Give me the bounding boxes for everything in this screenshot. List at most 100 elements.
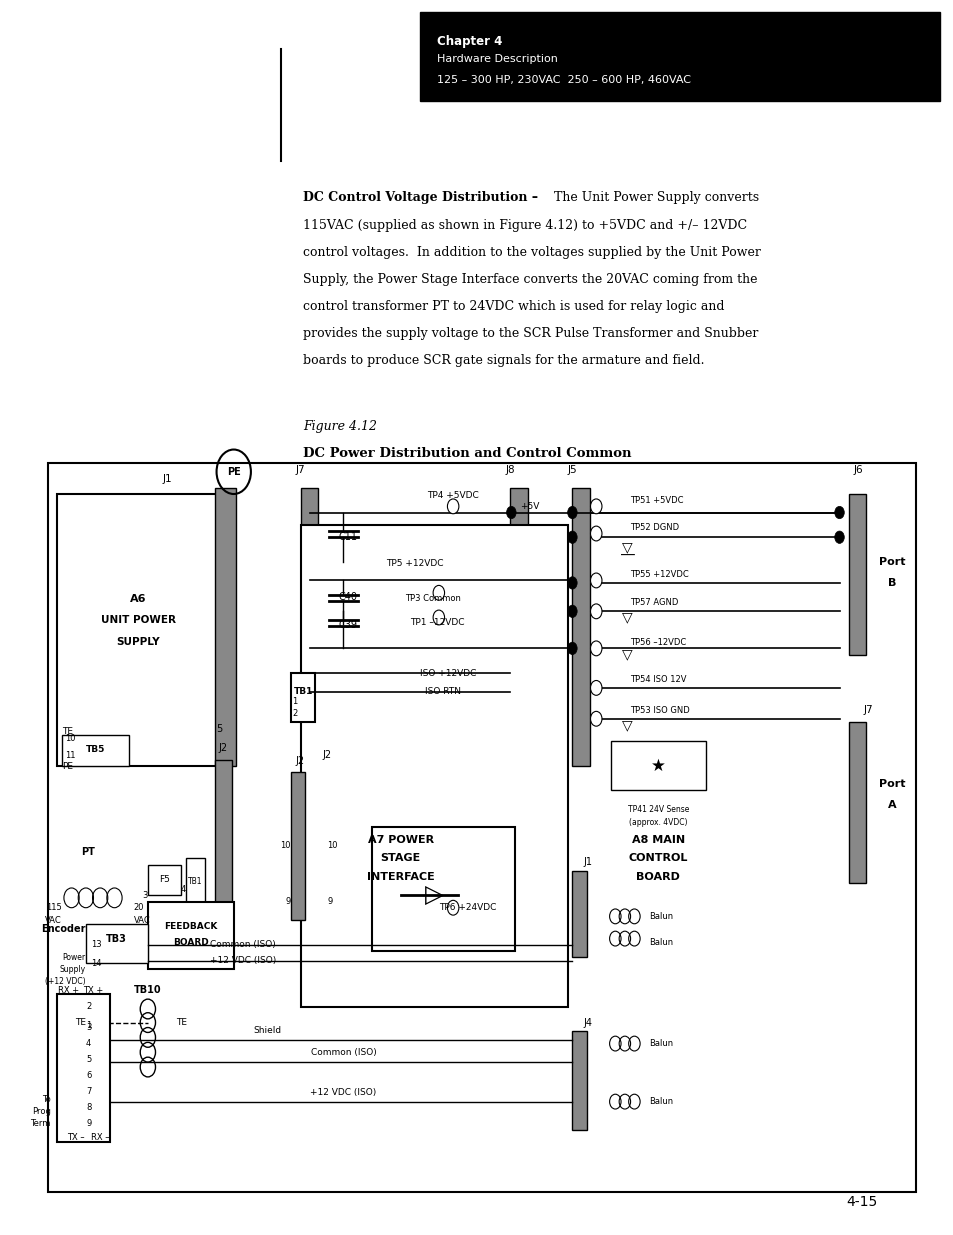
Text: +5V: +5V xyxy=(519,501,538,511)
Bar xyxy=(300,525,567,1007)
Bar xyxy=(148,902,233,969)
Text: J2: J2 xyxy=(218,743,228,753)
Text: J4: J4 xyxy=(583,1018,592,1028)
Circle shape xyxy=(567,577,577,589)
Text: Shield: Shield xyxy=(253,1026,281,1035)
Bar xyxy=(572,488,589,766)
Text: 1: 1 xyxy=(86,1020,91,1030)
Text: TX +: TX + xyxy=(83,986,104,995)
Text: 115: 115 xyxy=(46,903,62,913)
Text: ―: ― xyxy=(620,548,634,563)
Text: Common (ISO): Common (ISO) xyxy=(210,940,275,950)
Text: FEEDBACK: FEEDBACK xyxy=(164,921,217,931)
Bar xyxy=(510,488,527,729)
Text: (+12 VDC): (+12 VDC) xyxy=(45,977,86,987)
Text: J5: J5 xyxy=(567,466,577,475)
Text: 9: 9 xyxy=(86,1119,91,1129)
Text: TP52 DGND: TP52 DGND xyxy=(629,522,678,532)
Circle shape xyxy=(590,526,601,541)
Text: B: B xyxy=(887,578,895,588)
Text: Port: Port xyxy=(878,557,904,567)
Text: 3: 3 xyxy=(142,890,148,900)
Text: control voltages.  In addition to the voltages supplied by the Unit Power: control voltages. In addition to the vol… xyxy=(303,246,760,259)
Text: Term: Term xyxy=(30,1119,51,1129)
Text: ★: ★ xyxy=(650,757,665,774)
Text: DC Power Distribution and Control Common: DC Power Distribution and Control Common xyxy=(303,447,631,461)
Text: PT: PT xyxy=(81,847,94,857)
Text: SUPPLY: SUPPLY xyxy=(116,637,160,647)
Text: 4-15: 4-15 xyxy=(845,1194,877,1209)
Text: 6: 6 xyxy=(86,1071,91,1081)
Text: 10: 10 xyxy=(327,841,337,851)
Text: Figure 4.12: Figure 4.12 xyxy=(303,420,377,433)
Text: STAGE: STAGE xyxy=(380,853,420,863)
Text: UNIT POWER: UNIT POWER xyxy=(101,615,175,625)
Text: 13: 13 xyxy=(91,940,101,950)
Text: TP6 +24VDC: TP6 +24VDC xyxy=(438,903,496,913)
Text: J2: J2 xyxy=(295,756,305,766)
Text: provides the supply voltage to the SCR Pulse Transformer and Snubber: provides the supply voltage to the SCR P… xyxy=(303,327,758,341)
Circle shape xyxy=(433,585,444,600)
Text: 125 – 300 HP, 230VAC  250 – 600 HP, 460VAC: 125 – 300 HP, 230VAC 250 – 600 HP, 460VA… xyxy=(436,75,690,85)
Text: PE: PE xyxy=(227,467,240,477)
Circle shape xyxy=(590,499,601,514)
Bar xyxy=(186,858,205,908)
Text: Chapter 4: Chapter 4 xyxy=(436,35,502,48)
Text: C40: C40 xyxy=(338,592,357,601)
Text: boards to produce SCR gate signals for the armature and field.: boards to produce SCR gate signals for t… xyxy=(303,354,704,368)
Text: TP4 +5VDC: TP4 +5VDC xyxy=(427,492,478,500)
Bar xyxy=(57,994,110,1142)
Text: 9: 9 xyxy=(327,897,333,906)
Text: 2: 2 xyxy=(292,709,297,719)
Circle shape xyxy=(834,531,843,543)
Text: 5: 5 xyxy=(86,1055,91,1065)
Text: J1: J1 xyxy=(162,474,172,484)
Text: RX –: RX – xyxy=(91,1134,110,1142)
Circle shape xyxy=(567,531,577,543)
Text: J7: J7 xyxy=(862,705,872,715)
Circle shape xyxy=(567,642,577,655)
Text: 14: 14 xyxy=(91,958,101,968)
Text: Power: Power xyxy=(63,952,86,962)
Bar xyxy=(148,864,181,895)
Text: TB5: TB5 xyxy=(86,745,105,755)
Text: J7: J7 xyxy=(295,466,305,475)
Bar xyxy=(848,722,865,883)
Text: 11: 11 xyxy=(65,751,75,761)
Text: C39: C39 xyxy=(338,620,357,630)
Text: CONTROL: CONTROL xyxy=(628,853,687,863)
Circle shape xyxy=(590,573,601,588)
Text: VAC: VAC xyxy=(133,915,151,925)
Text: Balun: Balun xyxy=(648,911,672,921)
Text: 20: 20 xyxy=(133,903,144,913)
Text: control transformer PT to 24VDC which is used for relay logic and: control transformer PT to 24VDC which is… xyxy=(303,300,724,314)
Circle shape xyxy=(506,506,516,519)
Text: ISO +12VDC: ISO +12VDC xyxy=(419,668,476,678)
Bar xyxy=(57,494,219,766)
Text: Hardware Description: Hardware Description xyxy=(436,54,558,64)
Text: 1: 1 xyxy=(292,697,297,706)
Text: ▽: ▽ xyxy=(621,610,633,625)
Text: Balun: Balun xyxy=(648,937,672,947)
Bar xyxy=(214,760,232,908)
Bar xyxy=(610,741,705,790)
Text: ▷: ▷ xyxy=(424,883,443,908)
Bar xyxy=(572,1031,586,1130)
Text: TP3 Common: TP3 Common xyxy=(405,594,461,604)
Circle shape xyxy=(433,610,444,625)
Circle shape xyxy=(567,506,577,519)
Text: BOARD: BOARD xyxy=(636,872,679,882)
Text: TB3: TB3 xyxy=(106,934,127,944)
Text: TP1 –12VDC: TP1 –12VDC xyxy=(410,618,464,627)
Text: TB10: TB10 xyxy=(134,986,161,995)
Text: 4: 4 xyxy=(86,1039,91,1049)
FancyBboxPatch shape xyxy=(419,12,939,101)
Text: To: To xyxy=(42,1094,51,1104)
Text: ▽: ▽ xyxy=(621,540,633,555)
Text: TP57 AGND: TP57 AGND xyxy=(629,598,678,608)
Text: 2: 2 xyxy=(86,1002,91,1011)
Text: C11: C11 xyxy=(338,532,357,542)
Circle shape xyxy=(590,604,601,619)
Text: TE: TE xyxy=(176,1018,188,1028)
Text: TB1: TB1 xyxy=(294,687,313,697)
